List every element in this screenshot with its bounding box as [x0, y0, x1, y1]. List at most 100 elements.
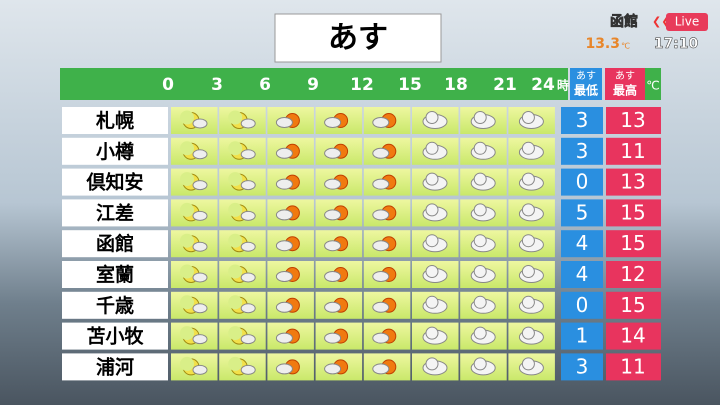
- temperature-unit: ℃: [621, 42, 630, 51]
- live-chevrons: ❮❮: [652, 15, 670, 28]
- max-temp: 15: [620, 200, 645, 224]
- cloud: [521, 111, 535, 124]
- min-cell: [561, 322, 603, 350]
- cloud: [192, 210, 208, 221]
- cloud: [275, 240, 293, 252]
- cloud: [240, 334, 256, 345]
- moon-shadow: [228, 172, 243, 187]
- moon-shadow: [228, 110, 243, 125]
- max-cell: [606, 322, 661, 350]
- cloud: [521, 141, 535, 155]
- min-label: 最低: [574, 83, 598, 98]
- cloud: [240, 210, 256, 221]
- min-cell: [561, 199, 603, 227]
- cloud: [425, 234, 439, 248]
- cloud: [372, 178, 390, 190]
- city-box: [62, 353, 168, 381]
- moon-shadow: [180, 172, 194, 187]
- max-temp: 12: [620, 262, 645, 286]
- min-cell: [561, 291, 603, 319]
- city: 小樽: [96, 140, 134, 163]
- min-temp: 0: [576, 293, 589, 317]
- cloud: [425, 326, 439, 340]
- max-cell: [606, 291, 661, 319]
- moon-shadow: [228, 141, 243, 156]
- min-cell: [561, 230, 603, 258]
- min-temp: 3: [576, 139, 589, 163]
- hour-label: 3: [211, 75, 223, 95]
- moon-shadow: [180, 110, 194, 125]
- min-cell: [561, 261, 603, 288]
- cloud: [240, 241, 256, 252]
- cloud: [324, 271, 342, 282]
- cloud: [324, 209, 342, 221]
- cloud: [473, 295, 487, 309]
- min-cell: [561, 137, 603, 165]
- cloud: [473, 265, 487, 278]
- cloud: [473, 203, 487, 217]
- min-cell: [561, 107, 603, 134]
- cloud: [425, 357, 439, 371]
- cloud: [192, 180, 208, 191]
- city: 室蘭: [96, 263, 134, 286]
- cloud: [521, 326, 535, 340]
- min-temp: 3: [576, 354, 589, 378]
- max-cell: [606, 168, 661, 196]
- cloud: [372, 117, 390, 128]
- cloud: [324, 240, 342, 252]
- cloud: [192, 272, 208, 283]
- cloud: [372, 363, 390, 375]
- hour-label: 24: [531, 75, 555, 95]
- title-box: [274, 13, 442, 63]
- cloud: [275, 178, 293, 190]
- cloud: [240, 149, 256, 160]
- city: 倶知安: [85, 171, 143, 194]
- hour-unit: 時: [557, 78, 569, 93]
- cloud: [425, 141, 439, 155]
- hour-label: 21: [493, 75, 517, 95]
- city: 苫小牧: [86, 325, 144, 348]
- hour-label: 0: [162, 75, 174, 95]
- unit: ℃: [646, 79, 659, 93]
- min-cell: [561, 168, 603, 196]
- min-temp: 3: [576, 108, 589, 132]
- max-temp: 11: [620, 139, 645, 163]
- city-box: [62, 107, 168, 134]
- location: 函館: [610, 13, 638, 30]
- time: 17:10: [654, 36, 699, 52]
- cloud: [372, 271, 390, 282]
- max-cell: [606, 353, 661, 381]
- cloud: [473, 141, 487, 155]
- min-temp: 0: [576, 170, 589, 194]
- hour-bar: [60, 68, 568, 100]
- moon-shadow: [180, 141, 194, 156]
- cloud: [275, 301, 293, 313]
- cloud: [240, 118, 256, 129]
- cloud: [192, 364, 208, 375]
- cloud: [240, 180, 256, 191]
- moon-shadow: [228, 202, 243, 217]
- min-temp: 5: [576, 200, 589, 224]
- hour-label: 15: [398, 75, 422, 95]
- max-cell: [606, 137, 661, 165]
- cloud: [473, 357, 487, 371]
- cloud: [425, 265, 439, 278]
- cloud: [240, 303, 256, 314]
- max-temp: 14: [620, 324, 645, 348]
- title: あす: [328, 21, 388, 56]
- cloud: [372, 209, 390, 221]
- city: 千歳: [96, 295, 134, 317]
- max-label: 最高: [613, 83, 637, 98]
- cloud: [521, 234, 535, 248]
- city: 札幌: [95, 109, 134, 132]
- city-box: [62, 322, 168, 350]
- cloud: [425, 203, 439, 217]
- unit-box: [645, 68, 661, 100]
- cloud: [425, 111, 439, 124]
- max-label: あす: [615, 70, 635, 82]
- min-header: [570, 68, 602, 100]
- max-cell: [606, 230, 661, 258]
- max-cell: [606, 261, 661, 288]
